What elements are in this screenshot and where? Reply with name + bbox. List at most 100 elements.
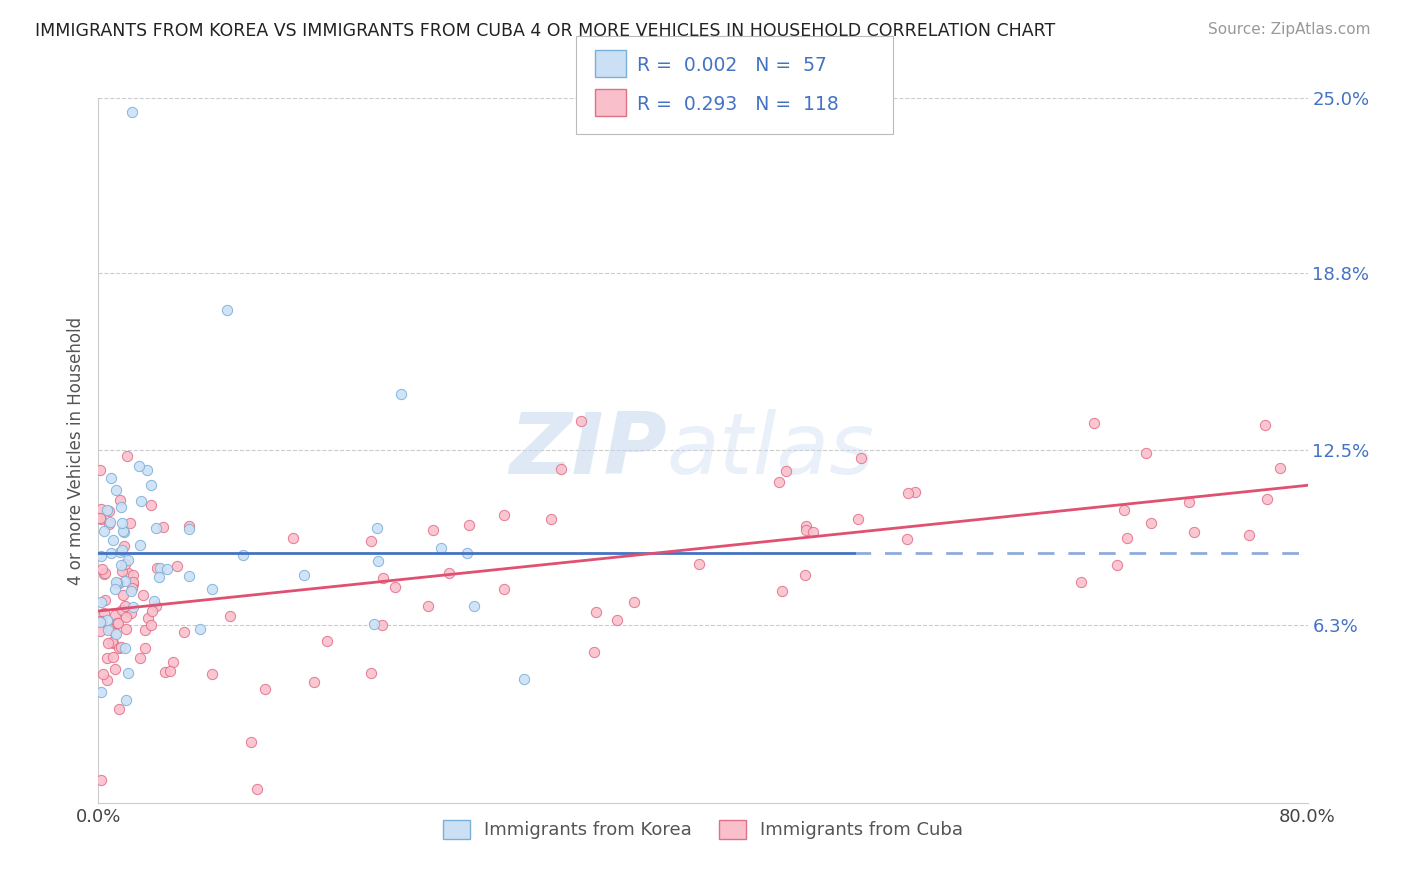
Point — [219, 609, 242, 624]
Point — [117, 552, 139, 566]
Point — [145, 521, 167, 535]
Point — [512, 672, 534, 686]
Point — [114, 622, 136, 636]
Point — [97, 635, 120, 649]
Point — [104, 662, 127, 676]
Point — [430, 541, 453, 555]
Point — [90, 773, 112, 788]
Point — [97, 624, 120, 638]
Point — [107, 616, 129, 631]
Point — [90, 502, 112, 516]
Point — [104, 582, 127, 596]
Point — [1115, 531, 1137, 545]
Point — [239, 735, 262, 749]
Point — [793, 568, 815, 582]
Point — [94, 566, 117, 580]
Point — [129, 650, 152, 665]
Point — [770, 584, 793, 599]
Point — [93, 567, 115, 582]
Point — [846, 511, 869, 525]
Point — [458, 518, 481, 533]
Point — [111, 564, 134, 578]
Point — [96, 614, 118, 628]
Point — [540, 512, 562, 526]
Point — [623, 595, 645, 609]
Point — [492, 508, 515, 522]
Point — [173, 624, 195, 639]
Point — [384, 580, 406, 594]
Point — [117, 666, 139, 681]
Point — [114, 599, 136, 613]
Point — [904, 485, 927, 500]
Point — [366, 521, 388, 535]
Point — [91, 562, 114, 576]
Point — [100, 622, 122, 636]
Point — [1256, 491, 1278, 506]
Point — [101, 533, 124, 548]
Point — [152, 520, 174, 534]
Point — [215, 302, 238, 317]
Point — [122, 567, 145, 582]
Point — [115, 609, 138, 624]
Point — [96, 651, 118, 665]
Text: R =  0.293   N =  118: R = 0.293 N = 118 — [637, 95, 838, 114]
Point — [896, 532, 918, 546]
Point — [117, 566, 139, 580]
Point — [134, 623, 156, 637]
Point — [114, 557, 136, 571]
Point — [360, 534, 382, 549]
Point — [115, 449, 138, 463]
Point — [111, 543, 134, 558]
Point — [111, 603, 134, 617]
Point — [120, 584, 142, 599]
Point — [1182, 524, 1205, 539]
Point — [89, 510, 111, 524]
Point — [104, 626, 127, 640]
Point — [360, 666, 382, 681]
Point — [139, 478, 162, 492]
Point — [302, 675, 325, 690]
Point — [367, 554, 389, 568]
Point — [1237, 528, 1260, 542]
Point — [121, 105, 143, 120]
Point — [97, 516, 120, 531]
Point — [91, 614, 114, 628]
Point — [849, 450, 872, 465]
Point — [1083, 417, 1105, 431]
Point — [101, 649, 124, 664]
Point — [114, 574, 136, 588]
Point — [131, 494, 153, 508]
Point — [775, 465, 797, 479]
Point — [139, 618, 162, 632]
Point — [134, 641, 156, 656]
Point — [281, 532, 304, 546]
Point — [897, 486, 920, 500]
Point — [108, 641, 131, 656]
Point — [104, 608, 127, 623]
Point — [794, 518, 817, 533]
Point — [128, 458, 150, 473]
Point — [145, 599, 167, 614]
Point — [146, 560, 169, 574]
Point — [101, 636, 124, 650]
Point — [108, 492, 131, 507]
Point — [166, 559, 188, 574]
Point — [122, 574, 145, 589]
Point — [90, 685, 112, 699]
Point — [156, 562, 179, 576]
Point — [292, 567, 315, 582]
Point — [371, 618, 394, 632]
Point — [389, 387, 412, 401]
Point — [1140, 516, 1163, 531]
Point — [422, 524, 444, 538]
Point — [105, 616, 128, 631]
Y-axis label: 4 or more Vehicles in Household: 4 or more Vehicles in Household — [67, 317, 86, 584]
Point — [89, 463, 111, 477]
Point — [177, 522, 200, 536]
Point — [437, 566, 460, 580]
Point — [131, 589, 153, 603]
Point — [582, 645, 605, 659]
Point — [90, 549, 112, 563]
Point — [1112, 502, 1135, 516]
Point — [118, 516, 141, 531]
